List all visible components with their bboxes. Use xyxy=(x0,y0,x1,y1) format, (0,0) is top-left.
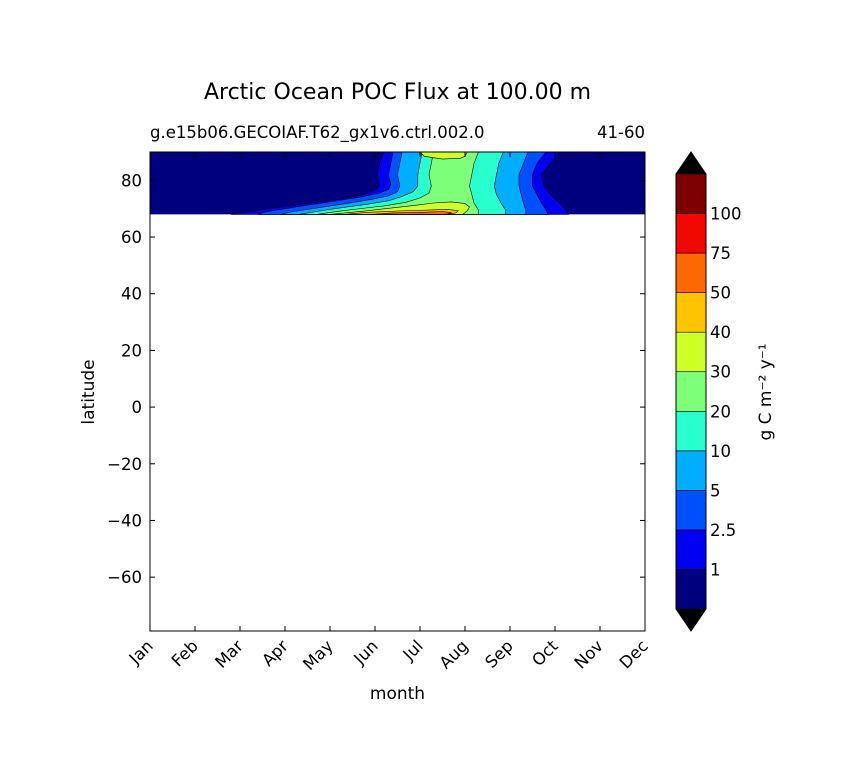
chart-subtitle-right: 41-60 xyxy=(597,123,645,142)
contour-field xyxy=(150,152,645,215)
x-tick-label: Feb xyxy=(168,636,202,670)
contour-band-top-30 xyxy=(419,152,468,160)
x-tick-label: Jan xyxy=(125,636,157,668)
chart-title: Arctic Ocean POC Flux at 100.00 m xyxy=(204,80,591,105)
x-axis-label: month xyxy=(370,684,425,704)
x-tick-label: Dec xyxy=(616,636,652,672)
colorbar-swatch xyxy=(675,410,707,452)
colorbar-swatch xyxy=(675,173,707,214)
colorbar-tick-label: 20 xyxy=(710,402,731,421)
x-tick-label: May xyxy=(299,636,337,674)
colorbar-tick-label: 5 xyxy=(710,481,721,500)
colorbar-tick-label: 50 xyxy=(710,284,731,303)
colorbar-tick-label: 10 xyxy=(710,442,731,461)
y-tick-label: 40 xyxy=(121,285,142,304)
x-tick-label: Jul xyxy=(399,636,427,664)
colorbar-swatch xyxy=(675,529,707,570)
y-tick-label: 80 xyxy=(121,171,142,190)
colorbar-extend-bottom xyxy=(676,609,706,631)
x-tick-label: Aug xyxy=(436,636,472,672)
colorbar-tick-label: 75 xyxy=(710,244,731,263)
colorbar-label: g C m⁻² y⁻¹ xyxy=(756,343,776,440)
y-tick-label: 0 xyxy=(132,398,143,417)
colorbar-tick-label: 2.5 xyxy=(710,521,736,540)
y-axis-label: latitude xyxy=(79,359,99,424)
y-tick-label: −20 xyxy=(107,455,142,474)
colorbar-tick-label: 40 xyxy=(710,323,731,342)
y-tick-label: 20 xyxy=(121,341,142,360)
colorbar-extend-top xyxy=(676,152,706,174)
x-tick-label: Nov xyxy=(571,636,607,672)
plot-frame xyxy=(149,151,646,632)
x-tick-label: Jun xyxy=(349,636,381,668)
colorbar-swatch xyxy=(675,450,707,491)
colorbar-swatch xyxy=(675,490,707,531)
colorbar-swatch xyxy=(675,292,707,333)
plot-area xyxy=(149,151,646,632)
colorbar-tick-label: 30 xyxy=(710,363,731,382)
plot-background xyxy=(150,152,645,631)
colorbar-tick-label: 1 xyxy=(710,560,721,579)
colorbar: 1 2.5 5 10 20 30 40 50 75 100 xyxy=(675,151,742,632)
y-tick-label: 60 xyxy=(121,228,142,247)
y-tick-label: −60 xyxy=(107,568,142,587)
contour-band-50 xyxy=(370,211,452,215)
colorbar-tick-label: 100 xyxy=(710,205,742,224)
colorbar-swatch xyxy=(675,331,707,373)
colorbar-outline xyxy=(675,151,707,632)
chart-subtitle-left: g.e15b06.GECOIAF.T62_gx1v6.ctrl.002.0 xyxy=(150,123,485,143)
x-tick-label: Mar xyxy=(211,636,247,672)
colorbar-swatch xyxy=(675,371,707,412)
y-tick-label: −40 xyxy=(107,511,142,530)
colorbar-swatch xyxy=(675,213,707,254)
x-tick-label: Apr xyxy=(258,636,292,670)
x-tick-label: Oct xyxy=(528,636,562,670)
y-axis: 80 60 40 20 0 −20 −40 −60 xyxy=(107,171,645,587)
colorbar-swatch xyxy=(675,569,707,610)
colorbar-swatch xyxy=(675,252,707,293)
x-tick-label: Sep xyxy=(481,636,516,671)
